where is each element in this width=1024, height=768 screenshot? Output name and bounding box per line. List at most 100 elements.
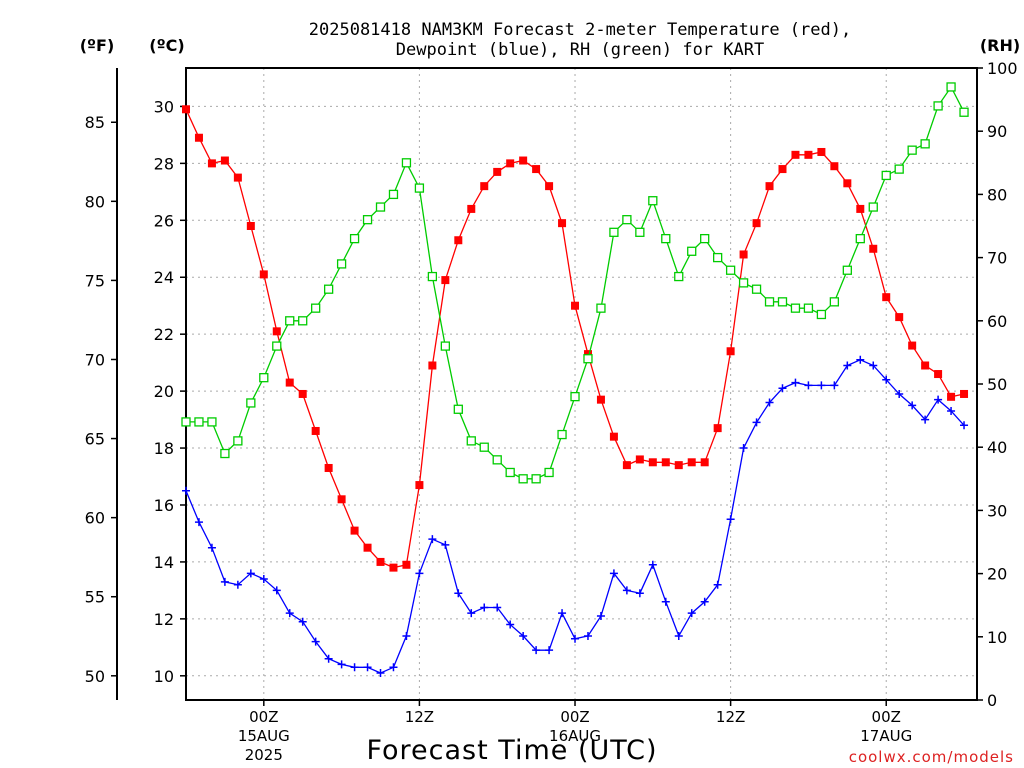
rh-point: [920, 139, 930, 149]
2-meter-temperature-point: [259, 270, 268, 279]
fahrenheit-tick-label: 55: [85, 588, 105, 607]
2-meter-temperature-point: [519, 156, 528, 165]
2-meter-temperature-point: [869, 244, 878, 253]
dewpoint-point: [778, 384, 787, 393]
rh-tick-label: 70: [987, 249, 1007, 268]
2-meter-temperature-point: [493, 167, 502, 176]
dewpoint-point: [298, 617, 307, 626]
rh-point: [855, 233, 865, 244]
dewpoint-point: [480, 603, 489, 612]
rh-point: [570, 391, 580, 402]
rh-point: [544, 467, 554, 478]
2-meter-temperature-point: [960, 389, 969, 398]
fahrenheit-tick-label: 75: [85, 271, 105, 290]
dewpoint-point: [350, 663, 359, 672]
rh-point: [609, 227, 619, 237]
dewpoint-point: [739, 444, 748, 453]
2-meter-temperature-point: [402, 560, 411, 569]
2-meter-temperature-point: [713, 424, 722, 433]
rh-point: [622, 215, 632, 225]
dewpoint-point: [363, 663, 372, 672]
rh-point: [298, 316, 308, 326]
dewpoint-point: [558, 609, 567, 618]
rh-point: [414, 183, 425, 193]
rh-point: [803, 303, 814, 313]
2-meter-temperature-point: [376, 557, 385, 566]
2-meter-temperature-point: [246, 222, 255, 230]
chart-title-line1: 2025081418 NAM3KM Forecast 2-meter Tempe…: [309, 20, 851, 40]
2-meter-temperature-point: [324, 463, 333, 472]
x-tick-time-label: 00Z: [872, 708, 901, 726]
rh-point: [505, 467, 515, 478]
dewpoint-point: [454, 589, 463, 598]
fahrenheit-tick-label: 60: [85, 509, 105, 528]
dewpoint-point: [726, 515, 735, 524]
2-meter-temperature-point: [622, 461, 631, 470]
2-meter-temperature-point: [182, 105, 190, 114]
rh-point: [700, 233, 710, 244]
x-tick-time-label: 12Z: [405, 708, 434, 726]
2-meter-temperature-point: [817, 147, 826, 156]
dewpoint-point: [259, 575, 268, 584]
rh-unit-label: (RH): [980, 36, 1020, 55]
rh-point: [557, 429, 567, 440]
dewpoint-point: [700, 597, 709, 606]
rh-point: [466, 436, 476, 446]
source-credit: coolwx.com/models: [849, 748, 1014, 766]
fahrenheit-tick-label: 85: [85, 113, 105, 132]
rh-point: [713, 252, 723, 263]
2-meter-temperature-point: [363, 543, 372, 552]
rh-point: [751, 284, 762, 294]
rh-point: [323, 284, 334, 294]
celsius-tick-label: 24: [154, 268, 174, 287]
celsius-tick-label: 30: [154, 97, 174, 116]
fahrenheit-unit-label: (ºF): [80, 36, 115, 55]
2-meter-temperature-point: [298, 389, 307, 398]
rh-point: [674, 271, 684, 282]
rh-point: [181, 417, 191, 427]
rh-point: [479, 442, 489, 452]
grid: [186, 68, 977, 700]
rh-point: [401, 158, 412, 168]
dewpoint-point: [415, 569, 424, 578]
rh-tick-label: 40: [987, 438, 1007, 457]
rh-tick-label: 60: [987, 312, 1007, 331]
2-meter-temperature-point: [207, 159, 216, 168]
rh-point: [233, 436, 243, 446]
2-meter-temperature-point: [571, 301, 580, 310]
dewpoint-point: [337, 660, 346, 669]
rh-tick-label: 0: [987, 691, 997, 710]
celsius-tick-label: 14: [154, 553, 174, 572]
rh-tick-label: 80: [987, 185, 1007, 204]
rh-point: [816, 309, 827, 320]
dewpoint-point: [648, 560, 657, 569]
rh-point: [596, 303, 606, 313]
2-meter-temperature-point: [856, 204, 865, 213]
2-meter-temperature-point: [921, 361, 930, 370]
rh-point: [207, 417, 217, 427]
2-meter-temperature-point: [739, 250, 748, 259]
rh-point: [583, 354, 593, 364]
rh-point: [220, 448, 230, 459]
rh-point: [440, 341, 450, 351]
celsius-tick-label: 10: [154, 667, 174, 686]
dewpoint-point: [622, 586, 631, 595]
rh-point: [259, 373, 269, 383]
rh-point: [375, 202, 386, 212]
rh-point: [661, 233, 671, 244]
2-meter-temperature-point: [389, 563, 398, 572]
rh-tick-label: 30: [987, 501, 1007, 520]
dewpoint-point: [311, 637, 320, 646]
dewpoint-point: [609, 569, 618, 578]
2-meter-temperature-point: [194, 133, 203, 142]
rh-tick-label: 10: [987, 628, 1007, 647]
dewpoint-point: [402, 631, 411, 640]
celsius-tick-label: 18: [154, 439, 174, 458]
2-meter-temperature-point: [609, 432, 618, 441]
dewpoint-point: [571, 634, 580, 643]
rh-line: [186, 85, 965, 480]
2-meter-temperature-point: [895, 313, 904, 322]
2-meter-temperature-point: [311, 426, 320, 435]
dewpoint-point: [194, 518, 203, 527]
rh-point: [738, 278, 749, 288]
